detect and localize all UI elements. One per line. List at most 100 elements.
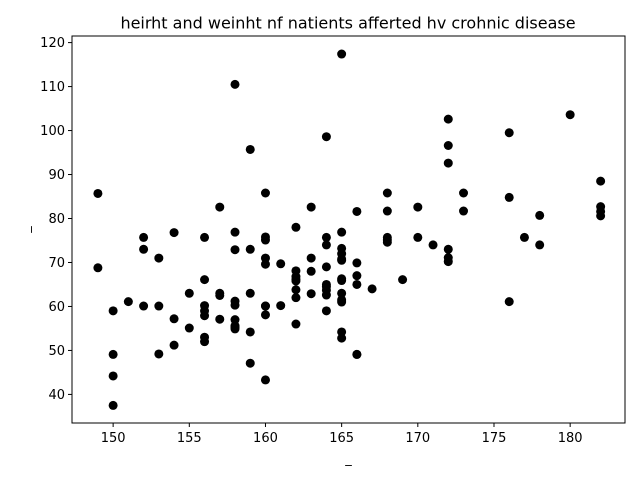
x-tick-label: 155 — [177, 431, 202, 446]
data-point — [352, 206, 362, 216]
data-point — [260, 235, 270, 245]
data-point — [519, 232, 529, 242]
data-point — [321, 306, 331, 316]
data-point — [139, 301, 149, 311]
data-point — [245, 327, 255, 337]
plot-frame — [71, 35, 626, 424]
data-point — [260, 253, 270, 263]
data-point — [306, 253, 316, 263]
data-point — [230, 300, 240, 310]
data-point — [504, 297, 514, 307]
data-point — [276, 301, 286, 311]
data-point — [184, 288, 194, 298]
y-tick-label: 110 — [40, 80, 65, 95]
x-tick-label: 160 — [253, 431, 278, 446]
data-point — [596, 176, 606, 186]
data-point — [337, 333, 347, 343]
data-point — [321, 132, 331, 142]
data-point — [321, 262, 331, 272]
data-point — [108, 349, 118, 359]
data-point — [123, 297, 133, 307]
x-tick-label: 175 — [482, 431, 507, 446]
data-point — [352, 271, 362, 281]
data-point — [200, 275, 210, 285]
data-point — [306, 266, 316, 276]
data-point — [291, 274, 301, 284]
x-tick-label: 170 — [405, 431, 430, 446]
data-point — [291, 293, 301, 303]
y-tick-label: 50 — [48, 344, 65, 359]
data-point — [260, 310, 270, 320]
data-point — [230, 79, 240, 89]
data-point — [337, 327, 347, 337]
data-point — [154, 253, 164, 263]
data-point — [291, 319, 301, 329]
data-point — [169, 340, 179, 350]
data-point — [306, 289, 316, 299]
data-point — [215, 314, 225, 324]
y-tick-label: 40 — [48, 388, 65, 403]
data-point — [200, 232, 210, 242]
data-point — [337, 274, 347, 284]
data-point — [291, 222, 301, 232]
data-point — [443, 244, 453, 254]
x-tick-label: 180 — [558, 431, 583, 446]
y-tick-label: 120 — [40, 36, 65, 51]
data-point — [169, 314, 179, 324]
data-point — [108, 371, 118, 381]
data-point — [245, 358, 255, 368]
points-layer — [93, 49, 606, 410]
y-axis-ticks: 40 50 60 70 80 90 100 110 120 — [40, 36, 72, 403]
data-point — [230, 315, 240, 325]
data-point — [382, 206, 392, 216]
y-tick-label: 60 — [48, 300, 65, 315]
data-point — [245, 144, 255, 154]
data-point — [200, 337, 210, 347]
y-tick-label: 70 — [48, 256, 65, 271]
data-point — [139, 232, 149, 242]
data-point — [459, 206, 469, 216]
data-point — [413, 232, 423, 242]
data-point — [230, 227, 240, 237]
data-point — [291, 285, 301, 295]
data-point — [504, 128, 514, 138]
data-point — [230, 323, 240, 333]
data-point — [443, 257, 453, 267]
data-point — [215, 202, 225, 212]
data-point — [321, 290, 331, 300]
data-point — [154, 349, 164, 359]
x-axis-ticks: 150 155 160 165 170 175 180 — [101, 423, 583, 446]
data-point — [504, 192, 514, 202]
data-point — [352, 349, 362, 359]
data-point — [260, 259, 270, 269]
data-point — [321, 232, 331, 242]
data-point — [108, 306, 118, 316]
data-point — [245, 288, 255, 298]
x-axis-label: _ — [344, 452, 352, 467]
data-point — [154, 301, 164, 311]
data-point — [367, 284, 377, 294]
x-tick-label: 150 — [101, 431, 126, 446]
data-point — [535, 240, 545, 250]
data-point — [276, 259, 286, 269]
data-point — [443, 114, 453, 124]
y-tick-label: 90 — [48, 168, 65, 183]
data-point — [398, 275, 408, 285]
data-point — [596, 211, 606, 221]
data-point — [260, 375, 270, 385]
data-point — [200, 311, 210, 321]
y-axis-label: _ — [18, 226, 33, 234]
data-point — [169, 228, 179, 238]
data-point — [260, 301, 270, 311]
data-point — [321, 240, 331, 250]
data-point — [93, 263, 103, 273]
data-point — [382, 235, 392, 245]
data-point — [215, 290, 225, 300]
data-point — [459, 188, 469, 198]
data-point — [565, 110, 575, 120]
data-point — [321, 282, 331, 292]
data-point — [184, 323, 194, 333]
data-point — [352, 258, 362, 268]
data-point — [139, 244, 149, 254]
data-point — [443, 141, 453, 150]
